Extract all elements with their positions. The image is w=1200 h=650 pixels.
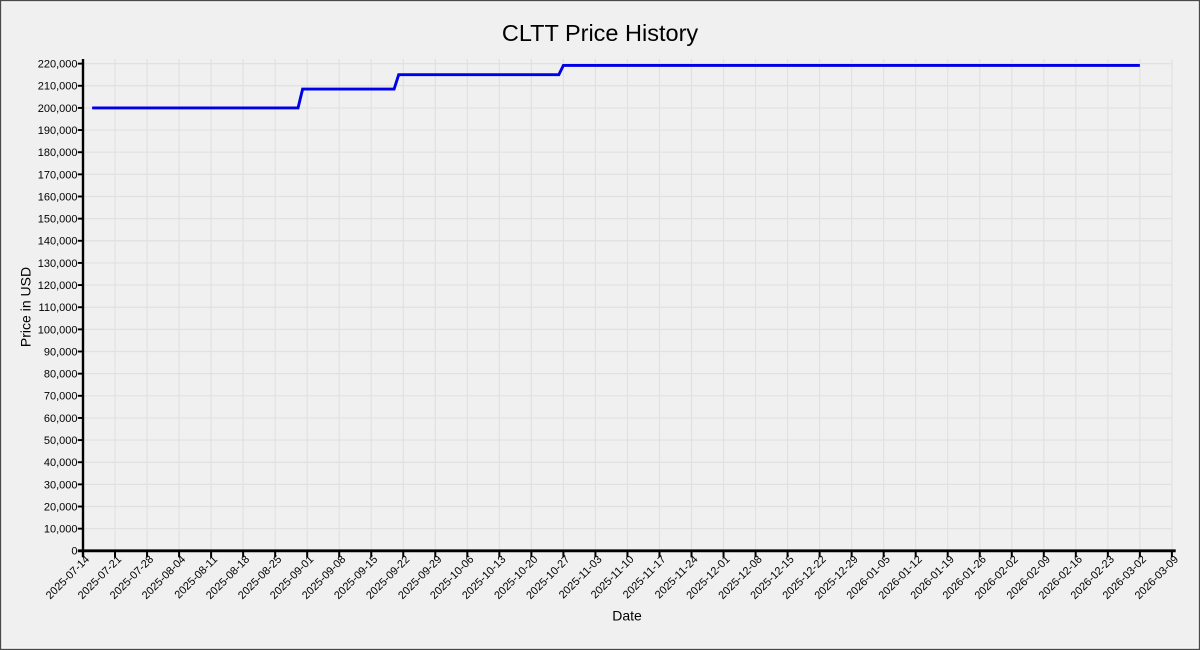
y-tick-label: 90,000 [44, 346, 78, 358]
y-tick-label: 220,000 [38, 59, 78, 71]
y-tick-label: 70,000 [44, 391, 78, 403]
price-series-line [92, 63, 1140, 110]
y-tick-label: 150,000 [38, 214, 78, 226]
y-tick-label: 170,000 [38, 169, 78, 181]
y-tick-label: 140,000 [38, 236, 78, 248]
y-tick-label: 160,000 [38, 191, 78, 203]
series-lines [92, 63, 1140, 110]
y-tick-label: 190,000 [38, 125, 78, 137]
y-tick-label: 50,000 [44, 435, 78, 447]
y-tick-label: 20,000 [44, 501, 78, 513]
y-tick-label: 60,000 [44, 413, 78, 425]
y-tick-label: 40,000 [44, 457, 78, 469]
y-tick-label: 10,000 [44, 524, 78, 536]
y-tick-label: 120,000 [38, 280, 78, 292]
y-tick-label: 100,000 [38, 324, 78, 336]
y-axis-tick-labels: 0 10,000 20,000 30,000 40,000 50,000 60,000 70,… [38, 59, 78, 558]
y-tick-label: 180,000 [38, 147, 78, 159]
y-tick-label: 200,000 [38, 103, 78, 115]
y-tick-label: 80,000 [44, 369, 78, 381]
y-axis-tick-marks [77, 62, 83, 552]
y-tick-label: 30,000 [44, 479, 78, 491]
y-tick-label: 0 [71, 546, 77, 558]
x-axis-title: Date [612, 608, 642, 624]
y-tick-label: 210,000 [38, 81, 78, 93]
y-tick-label: 110,000 [39, 302, 78, 314]
x-axis-tick-marks [82, 550, 1173, 558]
y-axis-title: Price in USD [18, 267, 34, 347]
chart-title: CLTT Price History [502, 20, 699, 46]
gridlines [82, 59, 1173, 552]
y-tick-label: 130,000 [38, 258, 78, 270]
